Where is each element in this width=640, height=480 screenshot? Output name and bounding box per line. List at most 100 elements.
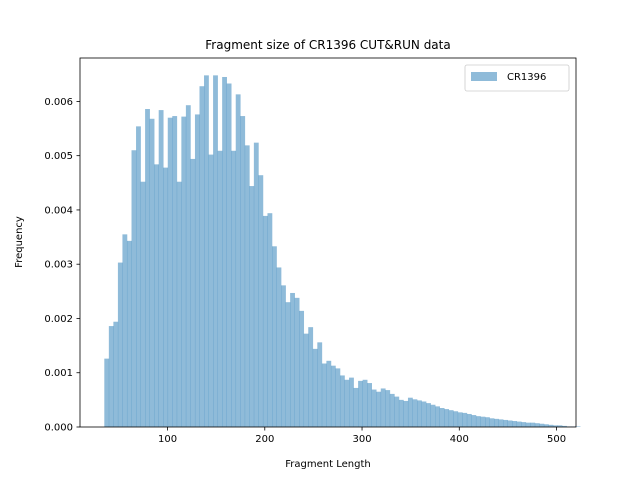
histogram-bar: [113, 321, 119, 427]
x-axis: 100 200 300 400 500: [158, 427, 566, 445]
histogram-bar: [457, 412, 463, 427]
histogram-bar: [367, 383, 372, 427]
y-axis-label: Frequency: [14, 216, 25, 268]
histogram-bar: [534, 423, 540, 427]
histogram-bar: [199, 86, 205, 427]
histogram-bar: [575, 426, 581, 427]
histogram-bar: [126, 240, 132, 427]
histogram-bar: [149, 118, 155, 427]
chart-title: Fragment size of CR1396 CUT&RUN data: [205, 38, 450, 52]
histogram-bar: [185, 105, 191, 428]
histogram-bar: [389, 393, 395, 427]
histogram-bar: [494, 418, 499, 427]
histogram-bar: [281, 285, 286, 427]
histogram-bar: [453, 411, 459, 427]
histogram-bar: [398, 399, 404, 427]
histogram-bar: [276, 267, 282, 427]
histogram-bar: [421, 401, 427, 427]
histogram-bar: [140, 181, 146, 427]
histogram-bar: [552, 425, 558, 427]
histogram-bar: [475, 416, 481, 427]
histogram-bar: [448, 410, 454, 427]
histogram-bar: [344, 379, 350, 427]
histogram-bar: [412, 399, 418, 427]
histogram-bar: [303, 333, 309, 427]
x-axis-label: Fragment Length: [285, 459, 370, 470]
histogram-bar: [321, 363, 327, 427]
histogram-bar: [498, 419, 504, 427]
histogram-bar: [403, 400, 409, 427]
legend-label: CR1396: [507, 72, 546, 83]
histogram-bar: [258, 175, 264, 427]
histogram-bar: [272, 246, 277, 427]
histogram-bar: [380, 388, 386, 427]
histogram-bar: [213, 75, 218, 428]
histogram-bar: [231, 150, 237, 428]
histogram-bar: [294, 297, 300, 427]
histogram-bar: [208, 154, 214, 427]
histogram-bar: [339, 375, 345, 427]
histogram-bar: [317, 342, 323, 427]
histogram-bar: [430, 404, 436, 427]
histogram-bar: [543, 424, 549, 427]
y-tick-label: 0.004: [44, 205, 73, 216]
histogram-bar: [548, 424, 554, 427]
legend-swatch: [471, 72, 497, 81]
x-tick-label: 200: [255, 434, 274, 445]
histogram-bar: [444, 409, 450, 427]
legend: CR1396: [464, 64, 570, 92]
histogram-bar: [358, 380, 363, 428]
histogram-bar: [385, 390, 391, 427]
histogram-bar: [154, 164, 159, 428]
y-tick-label: 0.005: [44, 151, 73, 162]
histogram-bar: [521, 422, 527, 427]
histogram-bar: [435, 406, 440, 427]
histogram-bar: [145, 109, 150, 427]
histogram-bar: [407, 397, 413, 427]
histogram-bar: [480, 416, 486, 427]
histogram-bar: [172, 116, 178, 427]
histogram-bar: [240, 116, 246, 427]
x-tick-label: 100: [158, 434, 177, 445]
legend-box: [464, 64, 570, 92]
histogram-bar: [335, 368, 341, 427]
x-tick-label: 500: [547, 434, 566, 445]
histogram-bar: [562, 425, 567, 427]
histogram-bar: [131, 150, 137, 427]
histogram-bar: [330, 365, 336, 427]
histogram-bar: [204, 75, 209, 428]
histogram-bar: [181, 116, 187, 428]
bars-group: [104, 75, 581, 428]
histogram-bar: [462, 412, 468, 427]
histogram-bar: [426, 403, 431, 427]
histogram-bar: [244, 145, 250, 427]
y-tick-label: 0.001: [44, 368, 73, 379]
histogram-bar: [285, 302, 291, 427]
x-tick-label: 400: [450, 434, 469, 445]
histogram-bar: [530, 422, 536, 427]
y-tick-label: 0.000: [44, 423, 73, 434]
histogram-bar: [262, 215, 268, 427]
histogram-bar: [235, 94, 241, 428]
histogram-bar: [312, 348, 318, 427]
histogram-bar: [326, 360, 332, 427]
histogram-bar: [249, 186, 255, 427]
histogram-bar: [362, 379, 368, 427]
plot-frame: [79, 57, 577, 428]
histogram-bar: [394, 396, 400, 427]
histogram-bar: [308, 327, 314, 427]
histogram-bar: [489, 418, 495, 427]
histogram-bar: [471, 415, 477, 427]
histogram-bar: [117, 262, 123, 427]
histogram-bar: [253, 142, 259, 427]
histogram-bar: [539, 423, 545, 427]
histogram-bar: [299, 310, 305, 427]
histogram-bar: [167, 117, 173, 427]
y-tick-label: 0.002: [44, 314, 73, 325]
histogram-bar: [516, 421, 522, 427]
histogram-bar: [194, 114, 200, 427]
histogram-bar: [267, 213, 273, 427]
histogram-bar: [525, 422, 531, 427]
histogram-bar: [217, 150, 223, 428]
